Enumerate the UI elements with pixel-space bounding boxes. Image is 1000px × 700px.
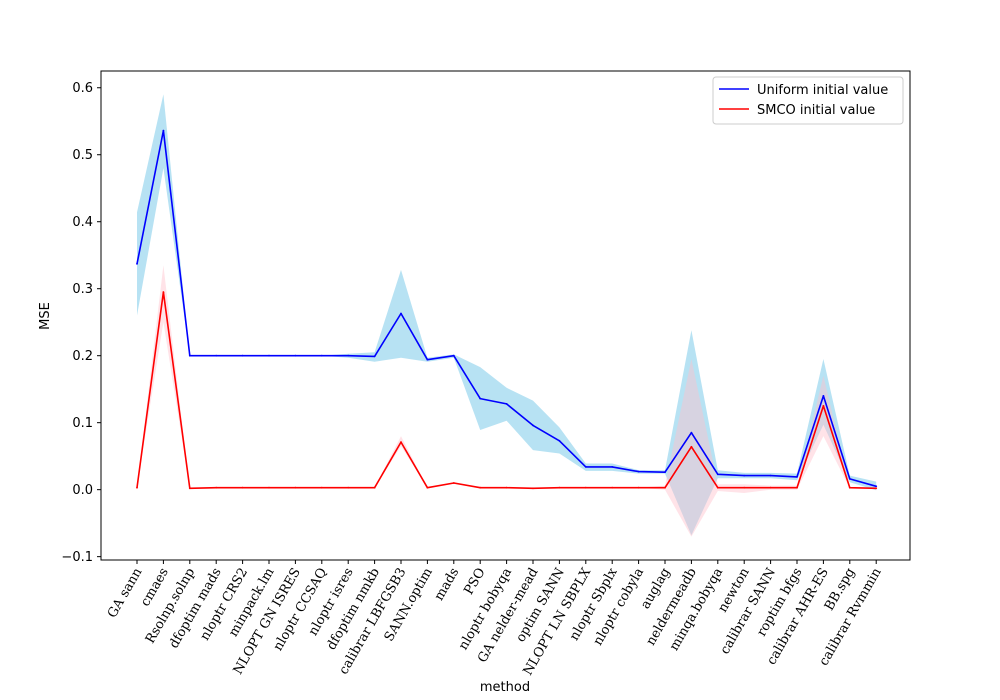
data-point-smco-5 <box>268 486 270 489</box>
data-point-uniform-27 <box>848 478 851 480</box>
x-axis-title: method <box>480 680 530 695</box>
data-point-uniform-0 <box>136 263 138 265</box>
band-smco <box>137 265 877 537</box>
y-tick-label: 0.0 <box>72 483 93 498</box>
data-point-uniform-3 <box>215 354 218 357</box>
data-point-uniform-8 <box>347 354 350 357</box>
data-point-uniform-9 <box>373 355 376 358</box>
data-point-uniform-11 <box>426 358 429 361</box>
confidence-bands <box>137 94 877 537</box>
data-point-uniform-5 <box>268 354 270 357</box>
data-point-uniform-19 <box>637 470 640 473</box>
data-point-smco-7 <box>320 486 323 489</box>
data-point-uniform-21 <box>690 431 693 434</box>
data-point-uniform-18 <box>611 466 614 468</box>
data-point-uniform-14 <box>505 403 508 405</box>
data-point-smco-20 <box>664 486 666 489</box>
legend-label-smco: SMCO initial value <box>757 103 875 118</box>
data-point-smco-24 <box>769 486 772 489</box>
data-point-uniform-17 <box>584 466 587 468</box>
y-tick-label: 0.6 <box>72 81 93 96</box>
y-tick-label: 0.4 <box>72 215 93 230</box>
data-point-uniform-15 <box>532 424 534 427</box>
data-point-smco-8 <box>347 486 350 489</box>
y-tick-label: 0.1 <box>72 416 93 431</box>
data-point-smco-16 <box>558 486 561 489</box>
data-point-smco-27 <box>848 486 851 489</box>
data-point-uniform-6 <box>294 354 297 357</box>
data-point-smco-26 <box>822 405 825 407</box>
legend-label-uniform: Uniform initial value <box>757 83 888 98</box>
y-tick-label: 0.5 <box>72 148 93 163</box>
data-point-uniform-23 <box>743 474 746 477</box>
data-point-uniform-1 <box>162 129 165 132</box>
band-uniform <box>137 94 877 536</box>
data-point-smco-21 <box>690 445 693 448</box>
data-point-smco-12 <box>452 482 455 484</box>
data-point-uniform-13 <box>479 397 482 400</box>
data-point-smco-9 <box>373 486 376 489</box>
x-tick-label: GA sann <box>105 565 146 621</box>
x-tick-label: mads <box>432 566 463 604</box>
data-point-smco-28 <box>875 487 878 490</box>
series-line-uniform <box>136 129 877 488</box>
legend: Uniform initial value SMCO initial value <box>712 76 904 125</box>
data-point-smco-14 <box>505 486 508 489</box>
data-point-smco-4 <box>241 486 244 489</box>
data-point-smco-23 <box>743 486 746 489</box>
data-point-smco-6 <box>294 486 297 489</box>
data-point-uniform-26 <box>822 395 825 397</box>
data-point-smco-22 <box>716 486 719 489</box>
data-point-smco-1 <box>162 291 165 293</box>
data-point-smco-18 <box>611 486 614 489</box>
data-point-smco-13 <box>479 486 482 489</box>
data-point-smco-11 <box>426 486 429 489</box>
data-point-uniform-16 <box>558 439 561 442</box>
data-point-smco-0 <box>136 486 138 489</box>
data-point-uniform-28 <box>875 485 878 488</box>
data-point-uniform-7 <box>320 354 323 357</box>
data-point-uniform-10 <box>400 312 402 315</box>
plot-frame <box>100 70 911 561</box>
data-point-smco-10 <box>400 441 402 443</box>
data-point-uniform-12 <box>452 354 455 357</box>
data-point-smco-15 <box>532 487 534 490</box>
data-point-uniform-20 <box>664 471 666 474</box>
y-axis: −0.1 0.0 0.1 0.2 0.3 0.4 0.5 0.6 <box>61 81 101 565</box>
data-point-uniform-22 <box>716 473 719 476</box>
y-tick-label: 0.3 <box>72 282 93 297</box>
data-point-smco-19 <box>637 486 640 489</box>
data-point-smco-2 <box>188 487 191 490</box>
series-lines <box>136 129 878 490</box>
y-tick-label: −0.1 <box>61 550 93 565</box>
data-point-smco-17 <box>584 486 587 489</box>
data-point-smco-25 <box>796 486 798 489</box>
legend-box <box>712 76 904 125</box>
x-tick-label: PSO <box>462 566 489 598</box>
data-point-uniform-25 <box>796 476 798 478</box>
data-point-uniform-2 <box>188 354 191 357</box>
data-point-uniform-4 <box>241 354 244 357</box>
data-point-smco-3 <box>215 486 218 489</box>
data-point-uniform-24 <box>769 474 772 477</box>
y-axis-title: MSE <box>38 302 53 330</box>
y-tick-label: 0.2 <box>72 349 93 364</box>
